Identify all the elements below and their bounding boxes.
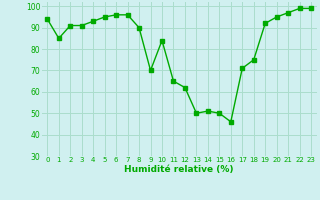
X-axis label: Humidité relative (%): Humidité relative (%) xyxy=(124,165,234,174)
